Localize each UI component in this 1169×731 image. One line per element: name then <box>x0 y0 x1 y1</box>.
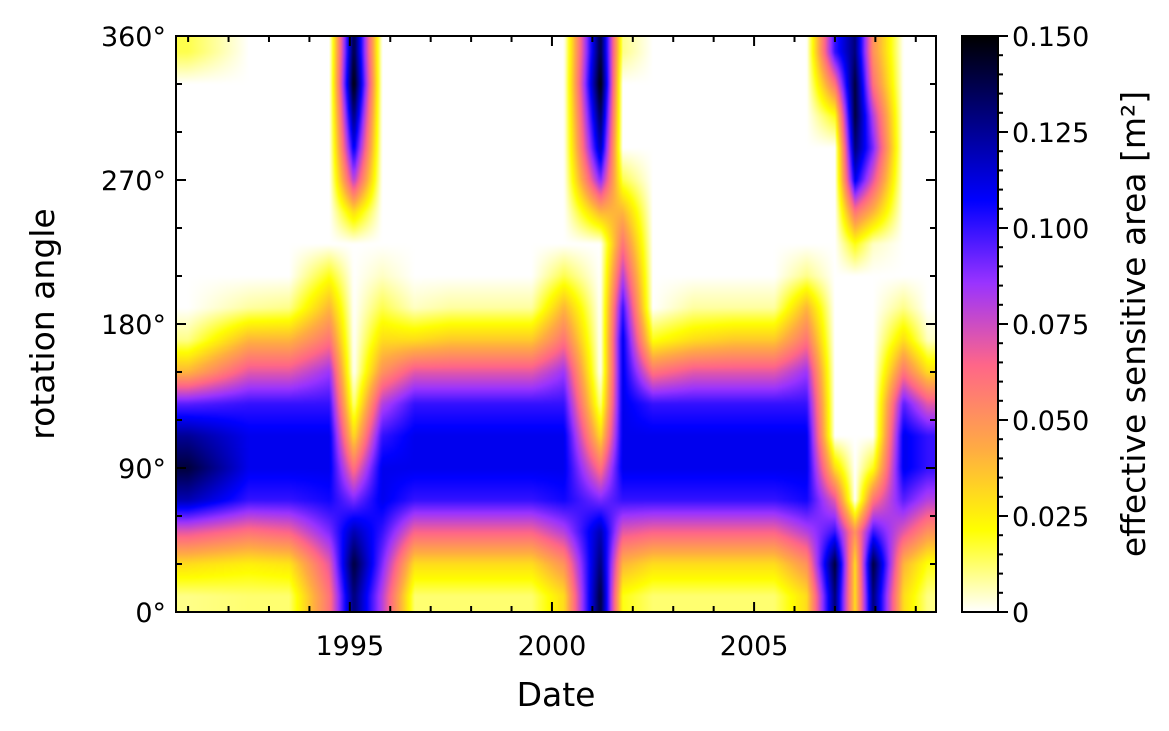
y-tick-label: 360° <box>101 22 166 53</box>
colorbar-gradient <box>962 36 998 612</box>
colorbar-tick-label: 0.125 <box>1012 118 1089 149</box>
plot-area <box>176 36 936 612</box>
y-tick-label: 180° <box>101 310 166 341</box>
colorbar-tick-label: 0.150 <box>1012 22 1089 53</box>
colorbar-tick-label: 0.075 <box>1012 310 1089 341</box>
y-tick-label: 90° <box>118 454 166 485</box>
y-axis-title: rotation angle <box>23 208 62 439</box>
heatmap-image <box>176 36 936 612</box>
y-tick-label: 270° <box>101 166 166 197</box>
colorbar-tick-label: 0.100 <box>1012 214 1089 245</box>
colorbar-tick-label: 0 <box>1012 598 1029 629</box>
x-tick-label: 2000 <box>518 631 587 662</box>
x-tick-label: 1995 <box>315 631 384 662</box>
y-axis-ticks: 0° 90° 180° 270° 360° <box>101 22 936 629</box>
colorbar-ticks: 0 0.025 0.050 0.075 0.100 0.125 0.150 <box>998 22 1089 629</box>
x-tick-label: 2005 <box>720 631 789 662</box>
colorbar: 0 0.025 0.050 0.075 0.100 0.125 0.150 <box>961 22 1089 629</box>
x-axis-ticks: 1995 2000 2005 <box>187 36 917 662</box>
x-axis-title: Date <box>517 675 596 714</box>
colorbar-tick-label: 0.050 <box>1012 406 1089 437</box>
colorbar-tick-label: 0.025 <box>1012 502 1089 533</box>
colorbar-title: effective sensitive area [m²] <box>1114 91 1153 557</box>
y-tick-label: 0° <box>135 598 166 629</box>
